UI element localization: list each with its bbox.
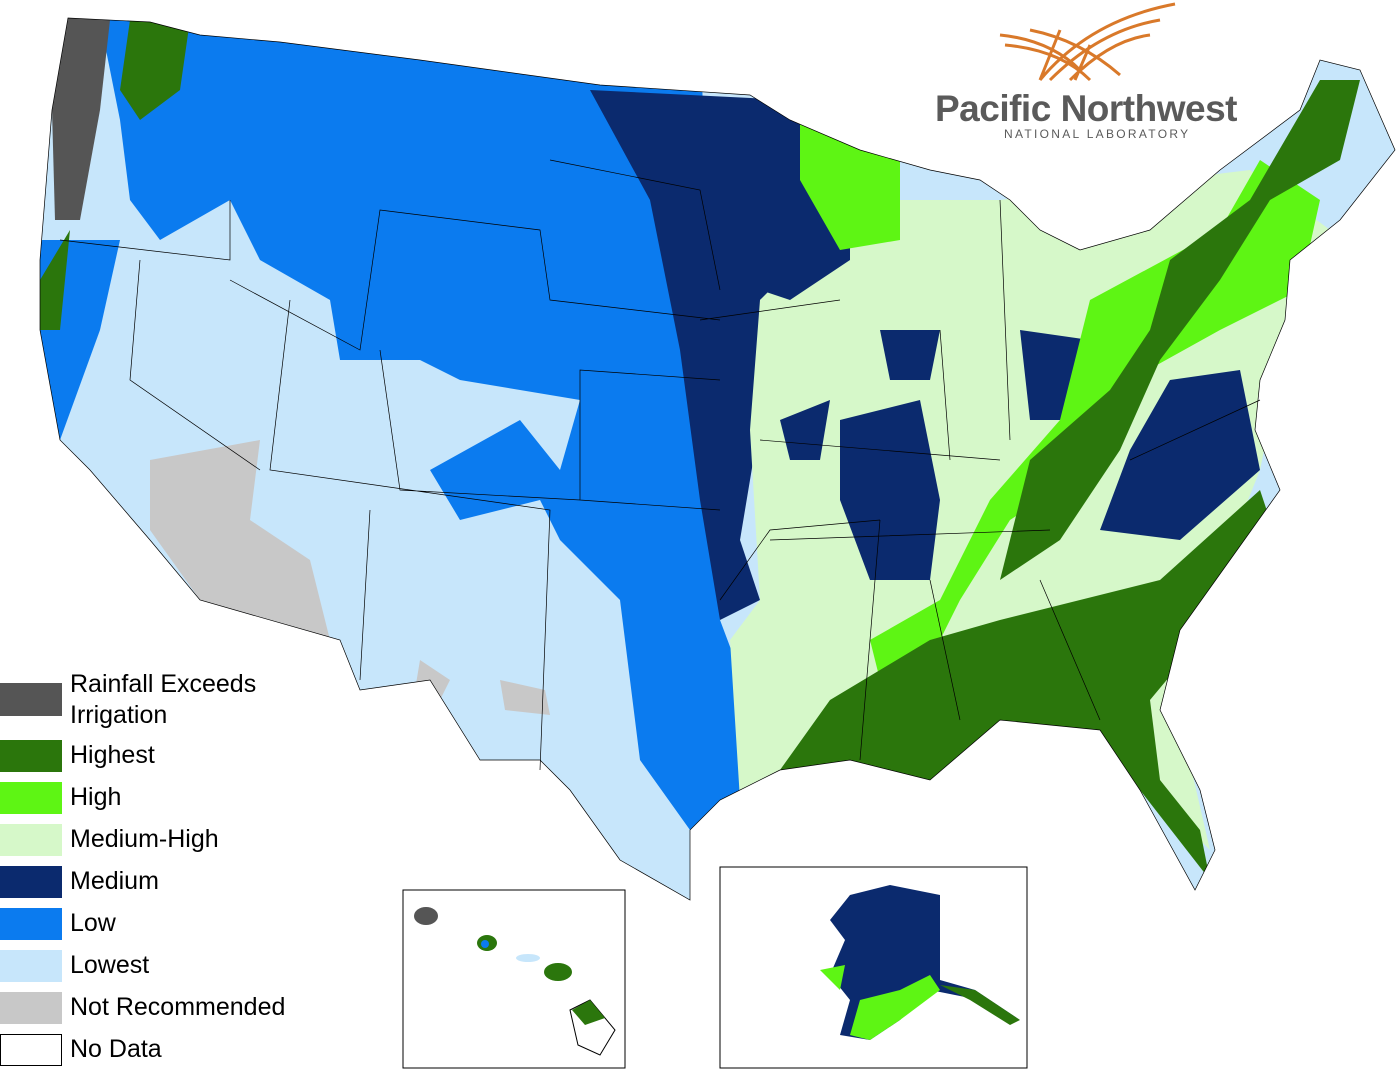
legend-swatch [0, 1034, 62, 1066]
logo-mark [999, 2, 1176, 82]
legend-label: Rainfall Exceeds Irrigation [70, 670, 257, 729]
legend-swatch [0, 824, 62, 856]
legend-swatch [0, 866, 62, 898]
legend-label: Medium [70, 867, 159, 895]
region-medium [780, 330, 1260, 580]
alaska [820, 885, 1020, 1040]
legend-swatch [0, 683, 62, 716]
legend-label: Low [70, 909, 116, 937]
legend-item: Not Recommended [0, 992, 330, 1024]
island [544, 963, 572, 981]
legend-item: High [0, 782, 330, 814]
region-rainfall-exceeds [52, 18, 110, 220]
legend-label: Lowest [70, 951, 150, 979]
legend-label: Medium-High [70, 825, 219, 853]
alaska-region [940, 985, 1020, 1025]
logo-name: Pacific Northwest [935, 88, 1237, 129]
legend-label: High [70, 783, 122, 811]
state-borders [39, 17, 1396, 901]
legend-swatch [0, 950, 62, 982]
legend-item: Highest [0, 740, 330, 772]
island [481, 940, 489, 948]
region-highest [40, 20, 1360, 880]
region-low [100, 20, 750, 830]
island [414, 907, 438, 925]
legend-item: Lowest [0, 950, 330, 982]
legend-swatch [0, 740, 62, 772]
legend-label: Highest [70, 741, 155, 769]
island [572, 1000, 605, 1025]
legend-label: Not Recommended [70, 993, 286, 1021]
alaska-region [820, 965, 940, 1040]
legend-swatch [0, 992, 62, 1024]
legend-label: No Data [70, 1035, 162, 1063]
region-not-recommended [150, 440, 550, 715]
legend-swatch [0, 782, 62, 814]
legend-item: Low [0, 908, 330, 940]
legend-item: Medium-High [0, 824, 330, 856]
legend-item: Rainfall Exceeds Irrigation [0, 670, 285, 731]
legend-item: No Data [0, 1034, 330, 1066]
hawaii [414, 907, 616, 1056]
legend-item: Medium [0, 866, 330, 898]
legend-swatch [0, 908, 62, 940]
island [516, 954, 540, 962]
logo-subtitle: NATIONAL LABORATORY [1004, 127, 1191, 141]
